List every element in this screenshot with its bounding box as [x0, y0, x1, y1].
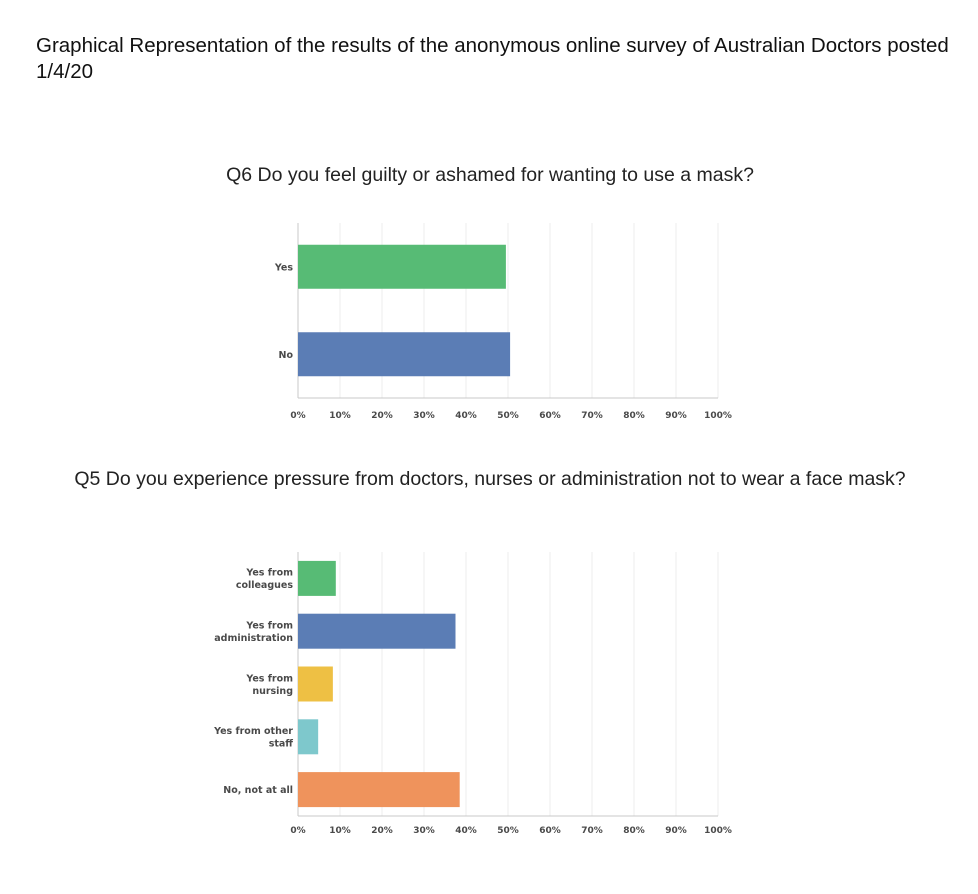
category-label: Yes — [274, 262, 293, 273]
q5-chart: 0% 10% 20% 30% 40% 50% 60% 70% 80% 90% 100% Yes fro… — [213, 552, 732, 836]
category-label: staff — [269, 739, 294, 750]
category-label: No — [279, 350, 294, 361]
x-tick-label: 80% — [623, 411, 645, 421]
category-label: Yes from — [245, 673, 293, 684]
x-tick-label: 30% — [413, 826, 435, 836]
x-tick-label: 70% — [581, 826, 603, 836]
x-tick-label: 60% — [539, 411, 561, 421]
category-label: colleagues — [236, 580, 294, 591]
x-tick-label: 70% — [581, 411, 603, 421]
x-tick-label: 50% — [497, 826, 519, 836]
page-title: Graphical Representation of the results … — [36, 34, 949, 83]
x-tick-label: 20% — [371, 411, 393, 421]
bar — [298, 332, 511, 377]
q5-chart-title: Q5 Do you experience pressure from docto… — [74, 468, 906, 490]
x-tick-label: 60% — [539, 826, 561, 836]
category-label: No, not at all — [223, 785, 293, 796]
bar — [298, 613, 456, 649]
x-tick-label: 0% — [290, 826, 305, 836]
x-tick-label: 40% — [455, 826, 477, 836]
x-tick-label: 0% — [290, 411, 305, 421]
x-tick-label: 30% — [413, 411, 435, 421]
category-label: Yes from — [245, 620, 293, 631]
bar — [298, 719, 319, 755]
x-tick-label: 90% — [665, 826, 687, 836]
q6-chart-title: Q6 Do you feel guilty or ashamed for wan… — [226, 164, 754, 186]
category-label: administration — [214, 633, 293, 644]
bar — [298, 560, 336, 596]
category-label: Yes from — [245, 568, 293, 579]
x-tick-label: 10% — [329, 826, 351, 836]
bar — [298, 772, 460, 808]
q6-chart: 0% 10% 20% 30% 40% 50% 60% 70% 80% 90% 100% Yes No — [274, 223, 732, 421]
bar — [298, 244, 506, 289]
x-tick-label: 10% — [329, 411, 351, 421]
x-tick-label: 50% — [497, 411, 519, 421]
bar — [298, 666, 333, 702]
x-tick-label: 40% — [455, 411, 477, 421]
x-tick-label: 100% — [704, 826, 732, 836]
x-tick-label: 90% — [665, 411, 687, 421]
category-label: nursing — [252, 686, 293, 697]
x-tick-label: 80% — [623, 826, 645, 836]
x-tick-label: 20% — [371, 826, 393, 836]
x-tick-label: 100% — [704, 411, 732, 421]
category-label: Yes from other — [213, 726, 293, 737]
